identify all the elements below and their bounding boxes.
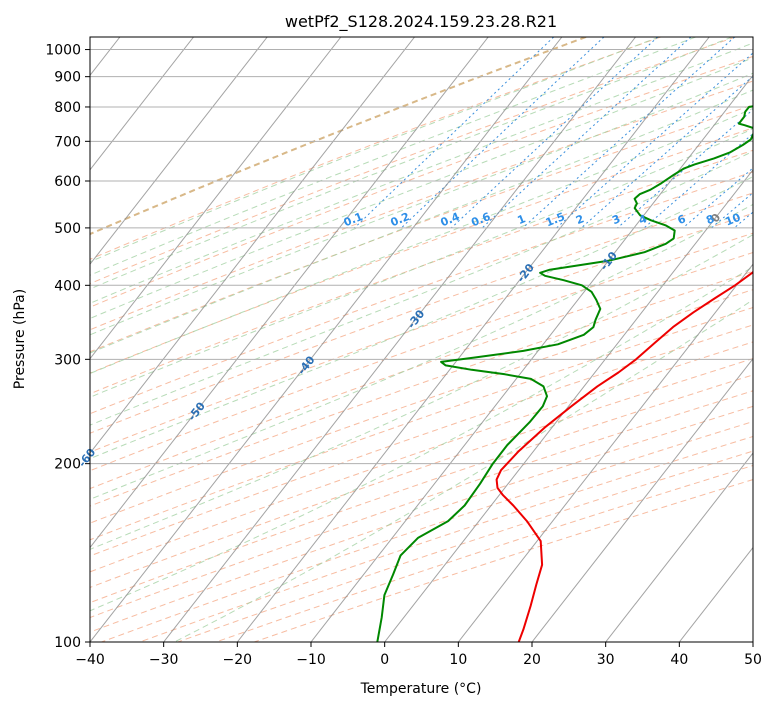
mixing-ratio-line: [643, 132, 753, 229]
x-axis-ticks: −40 −30 −20 −10 0 10 20 30 40 50: [75, 642, 762, 668]
mixing-ratio-line: [481, 37, 692, 229]
isotherm: [384, 168, 753, 642]
moist-adiabat: [90, 42, 753, 304]
plot-background: [90, 37, 753, 642]
x-tick-label: 20: [523, 652, 541, 668]
mixing-ratio-line: [522, 37, 736, 229]
isotherm: [90, 37, 415, 454]
chart-title: wetPf2_S128.2024.159.23.28.R21: [285, 12, 557, 32]
x-tick-label: −40: [75, 652, 105, 668]
x-tick-label: −30: [149, 652, 179, 668]
dry-adiabat: [90, 289, 753, 524]
x-tick-label: 30: [597, 652, 615, 668]
mixing-ratio-line: [451, 37, 659, 229]
mixing-ratio-label: 10: [723, 211, 742, 229]
isotherm: [236, 37, 710, 642]
dry-adiabat: [90, 37, 587, 236]
y-tick-label: 600: [54, 174, 81, 190]
plot-frame: [89, 36, 754, 643]
moist-adiabat: [90, 57, 753, 320]
isotherm: [90, 37, 268, 266]
x-tick-label: 10: [449, 652, 467, 668]
y-tick-label: 700: [54, 134, 81, 150]
isotherm: [605, 452, 753, 642]
moist-adiabat: [90, 107, 753, 375]
skewed-isotherms: [90, 37, 753, 642]
moist-adiabat: [90, 234, 753, 550]
isotherm: [90, 37, 194, 171]
moist-adiabat: [90, 89, 753, 354]
y-tick-label: 1000: [45, 43, 81, 59]
y-axis-ticks: 1000 900 800 700 600 500 400 300 200 100: [45, 43, 90, 651]
mixing-ratio-line: [617, 108, 753, 229]
isotherm: [90, 37, 563, 642]
x-tick-label: −20: [223, 652, 253, 668]
moist-adiabat: [90, 150, 753, 426]
mixing-ratio-line: [556, 52, 753, 229]
mixing-ratio-label: 2: [574, 212, 586, 227]
mixing-ratio-label: 3: [610, 212, 622, 227]
isotherm: [163, 37, 636, 642]
x-axis-title: Temperature (°C): [360, 681, 482, 697]
sounding-series: [376, 105, 753, 642]
moist-adiabat: [90, 176, 753, 460]
isotherm: [310, 74, 753, 642]
x-tick-label: −10: [296, 652, 326, 668]
dry-adiabat: [90, 149, 753, 395]
isotherm: [90, 37, 489, 549]
y-tick-label: 200: [54, 457, 81, 473]
x-tick-label: 50: [744, 652, 762, 668]
dry-adiabat: [90, 104, 753, 353]
dry-adiabat: [90, 37, 661, 260]
dry-adiabat: [90, 212, 753, 453]
isotherm: [90, 37, 342, 360]
pressure-gridlines: [90, 49, 753, 642]
mixing-ratio-label: 1: [516, 212, 528, 227]
isotherm: [457, 263, 753, 642]
mixing-ratio-label: 8: [704, 212, 716, 227]
y-tick-label: 300: [54, 352, 81, 368]
moist-adiabat: [90, 37, 733, 290]
dry-adiabat: [90, 374, 753, 604]
dry-adiabat: [90, 171, 753, 415]
y-tick-label: 400: [54, 278, 81, 294]
isotherm: [531, 357, 753, 642]
dry-adiabat: [90, 324, 753, 557]
x-tick-label: 40: [670, 652, 688, 668]
y-tick-label: 800: [54, 100, 81, 116]
moist-adiabat: [90, 128, 753, 398]
y-axis-title: Pressure (hPa): [12, 289, 28, 389]
dewpoint-line: [376, 105, 753, 642]
dry-adiabat: [90, 270, 753, 507]
x-tick-label: 0: [380, 652, 389, 668]
y-tick-label: 500: [54, 221, 81, 237]
temperature-line: [495, 270, 753, 642]
y-tick-label: 900: [54, 70, 81, 86]
moist-adiabat: [90, 37, 696, 276]
dry-adiabat: [90, 127, 753, 374]
y-tick-label: 100: [54, 635, 81, 651]
